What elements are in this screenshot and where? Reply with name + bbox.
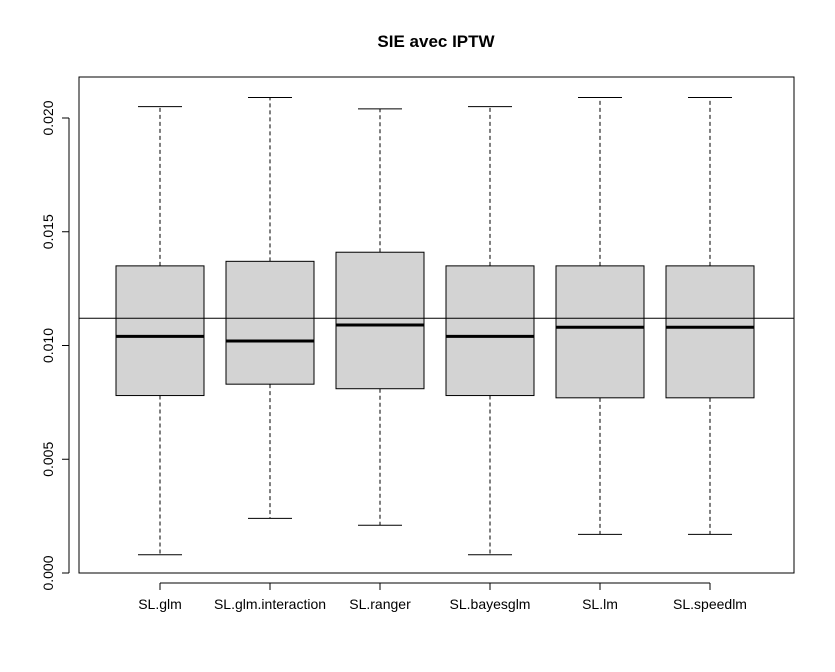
iqr-box: [115, 265, 205, 397]
chart-title: SIE avec IPTW: [377, 32, 495, 51]
box-SL.bayesglm: [445, 106, 535, 556]
box-SL.glm.interaction: [225, 97, 315, 519]
iqr-box: [555, 265, 645, 399]
iqr-box: [445, 265, 535, 397]
box-SL.glm: [115, 106, 205, 556]
box-SL.lm: [555, 97, 645, 535]
x-tick-label: SL.glm.interaction: [214, 596, 326, 612]
iqr-box: [225, 260, 315, 385]
y-tick-label: 0.020: [40, 100, 56, 135]
x-tick-label: SL.speedlm: [673, 596, 747, 612]
plot-frame: [78, 76, 795, 574]
y-tick-label: 0.000: [40, 555, 56, 590]
y-axis: 0.000 0.005 0.010 0.015 0.020: [40, 100, 70, 591]
boxes: [115, 97, 755, 556]
box-SL.ranger: [335, 108, 425, 526]
y-tick-label: 0.010: [40, 328, 56, 363]
x-tick-label: SL.glm: [138, 596, 182, 612]
iqr-box: [665, 265, 755, 399]
box-SL.speedlm: [665, 97, 755, 535]
y-tick-label: 0.005: [40, 442, 56, 477]
x-axis: SL.glm SL.glm.interaction SL.ranger SL.baye…: [138, 582, 747, 612]
x-tick-label: SL.bayesglm: [450, 596, 531, 612]
iqr-box: [335, 251, 425, 390]
y-tick-label: 0.015: [40, 214, 56, 249]
x-tick-label: SL.ranger: [349, 596, 411, 612]
x-tick-label: SL.lm: [582, 596, 618, 612]
